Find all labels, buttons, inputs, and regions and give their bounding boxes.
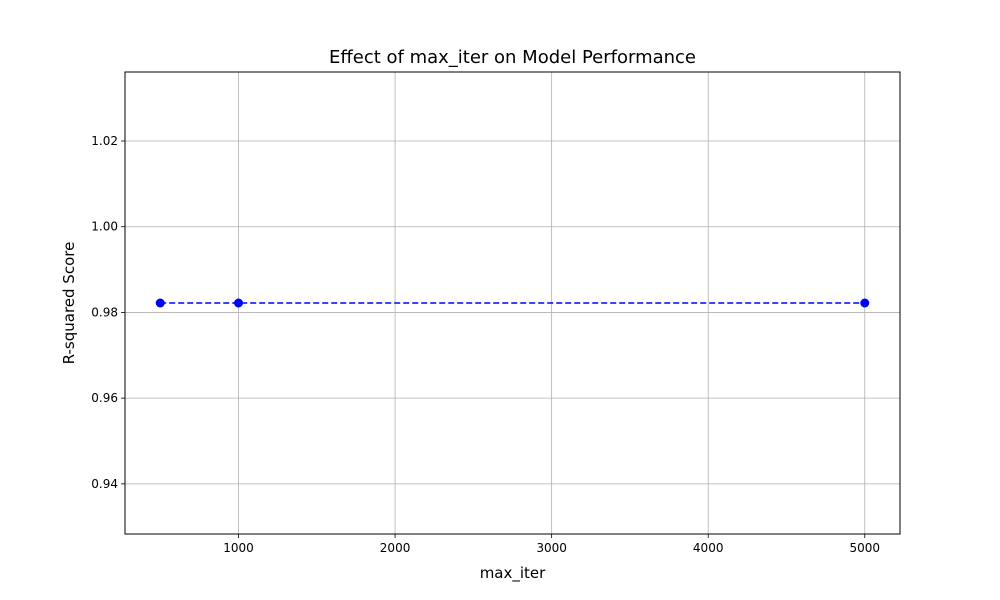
plot-frame — [124, 71, 901, 535]
data-point — [860, 298, 870, 308]
x-axis-label: max_iter — [480, 564, 546, 583]
data-point — [234, 298, 244, 308]
y-axis-label: R-squared Score — [60, 242, 78, 365]
x-tick-label: 2000 — [380, 541, 411, 555]
tick-layer: 1000 2000 3000 4000 5000 0.94 0.96 0.98 1.00 1.02 — [91, 134, 880, 555]
y-tick-label: 0.94 — [91, 477, 118, 491]
data-point — [155, 298, 165, 308]
x-tick-label: 1000 — [223, 541, 254, 555]
series-layer — [155, 298, 870, 308]
chart-title: Effect of max_iter on Model Performance — [329, 47, 696, 68]
y-tick-label: 0.98 — [91, 305, 118, 319]
y-tick-label: 1.02 — [91, 134, 118, 148]
y-tick-label: 0.96 — [91, 391, 118, 405]
y-tick-label: 1.00 — [91, 220, 118, 234]
x-tick-label: 4000 — [693, 541, 724, 555]
x-tick-label: 5000 — [849, 541, 880, 555]
x-tick-label: 3000 — [536, 541, 567, 555]
